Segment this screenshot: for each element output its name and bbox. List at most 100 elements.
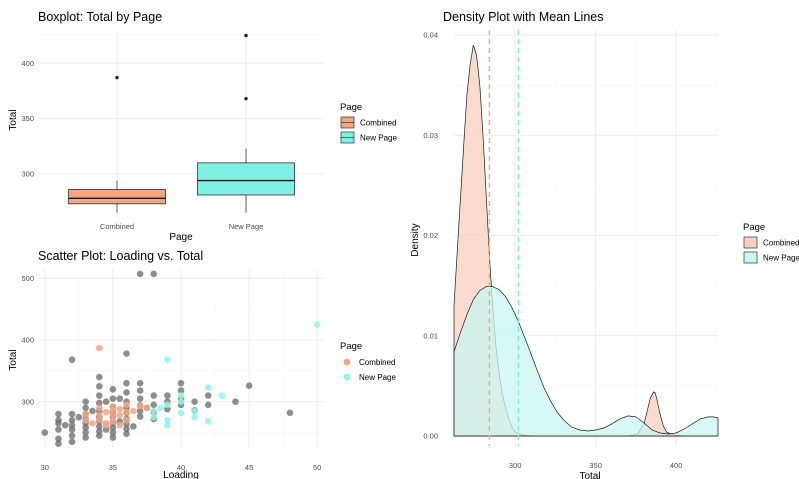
scatter-point bbox=[82, 424, 89, 431]
scatter-legend-key-combined bbox=[343, 358, 351, 366]
scatter-point bbox=[123, 408, 130, 416]
scatter-point bbox=[109, 413, 117, 420]
scatter-point bbox=[102, 408, 110, 416]
scatter-point bbox=[150, 407, 158, 415]
scatter-point bbox=[204, 384, 212, 391]
scatter-point bbox=[95, 411, 103, 419]
scatter-point bbox=[109, 424, 117, 431]
scatter-point bbox=[130, 407, 137, 415]
scatter-point bbox=[136, 413, 144, 420]
scatter-point bbox=[177, 379, 185, 387]
scatter-point bbox=[109, 386, 117, 393]
scatter-point bbox=[313, 321, 321, 328]
scatter-legend-title: Page bbox=[340, 341, 362, 352]
box-body bbox=[197, 162, 295, 196]
scatter-point bbox=[123, 389, 130, 396]
scatter-xtick-label: 35 bbox=[109, 463, 117, 472]
scatter-point bbox=[61, 421, 69, 429]
scatter-point bbox=[55, 416, 62, 424]
scatter-point bbox=[82, 410, 89, 418]
box-outlier bbox=[115, 75, 119, 80]
scatter-point bbox=[55, 410, 62, 418]
scatter-point bbox=[116, 411, 124, 419]
scatter-point bbox=[95, 399, 103, 407]
box-outlier bbox=[244, 33, 248, 38]
scatter-point bbox=[55, 440, 62, 447]
scatter-point bbox=[123, 379, 130, 387]
scatter-point bbox=[164, 416, 171, 424]
scatter-point bbox=[136, 395, 144, 402]
density-xtick-label: 400 bbox=[670, 461, 683, 470]
scatter-point bbox=[164, 421, 171, 429]
density-xtick-label: 350 bbox=[589, 461, 602, 470]
scatter-ytick-label: 400 bbox=[21, 336, 34, 345]
scatter-point bbox=[116, 395, 124, 402]
density-xtick-label: 300 bbox=[509, 461, 522, 470]
scatter-point bbox=[136, 402, 144, 410]
boxplot-ytick-label: 300 bbox=[21, 170, 34, 179]
density-legend-title: Page bbox=[743, 222, 765, 233]
scatter-point bbox=[136, 379, 144, 387]
boxplot-xtick-label: New Page bbox=[229, 222, 264, 231]
boxplot-legend-label-combined: Combined bbox=[360, 119, 396, 128]
scatter-point bbox=[95, 373, 103, 381]
scatter-point bbox=[109, 407, 117, 415]
scatter-point bbox=[136, 270, 144, 278]
scatter-legend-label-combined: Combined bbox=[359, 358, 395, 367]
scatter-point bbox=[95, 432, 103, 439]
density-legend-key-newpage bbox=[743, 251, 758, 264]
scatter-point bbox=[68, 410, 76, 418]
scatter-point bbox=[75, 413, 83, 421]
scatter-point bbox=[68, 438, 76, 446]
density-ytick-label: 0.00 bbox=[423, 432, 438, 441]
scatter-point bbox=[109, 429, 117, 436]
boxplot-panel: Boxplot: Total by Page 300 350 400 Combine… bbox=[8, 10, 397, 243]
scatter-point bbox=[82, 404, 89, 412]
box-body bbox=[68, 189, 166, 205]
scatter-point bbox=[177, 398, 185, 406]
scatter-point bbox=[164, 356, 171, 364]
scatter-xlabel: Loading bbox=[163, 470, 199, 479]
density-ytick-label: 0.03 bbox=[423, 131, 438, 140]
boxplot-ytick-label: 350 bbox=[21, 114, 34, 123]
density-legend-label-newpage: New Page bbox=[763, 254, 799, 263]
scatter-point bbox=[150, 401, 158, 409]
scatter-point bbox=[68, 416, 76, 424]
scatter-point bbox=[82, 429, 89, 436]
boxplot-legend-label-newpage: New Page bbox=[360, 134, 397, 143]
boxplot-legend-title: Page bbox=[340, 102, 362, 113]
scatter-ytick-label: 500 bbox=[21, 274, 34, 283]
density-legend-key-combined bbox=[743, 236, 758, 249]
scatter-point bbox=[123, 416, 130, 424]
scatter-title: Scatter Plot: Loading vs. Total bbox=[38, 249, 203, 263]
scatter-point bbox=[102, 398, 110, 406]
scatter-point bbox=[177, 387, 185, 394]
boxplot-title: Boxplot: Total by Page bbox=[38, 10, 162, 24]
scatter-point bbox=[82, 434, 89, 441]
scatter-point bbox=[116, 421, 124, 429]
scatter-point bbox=[109, 395, 117, 402]
scatter-point bbox=[109, 418, 117, 425]
scatter-xtick-label: 45 bbox=[245, 463, 253, 472]
box-new-page bbox=[197, 33, 295, 213]
scatter-legend-label-newpage: New Page bbox=[359, 373, 396, 382]
scatter-legend-key-newpage bbox=[343, 373, 351, 381]
scatter-xtick-label: 50 bbox=[313, 463, 321, 472]
scatter-point bbox=[109, 434, 117, 441]
scatter-point bbox=[95, 344, 103, 352]
scatter-point bbox=[286, 409, 294, 417]
scatter-point bbox=[89, 420, 96, 427]
boxplot-ylabel: Total bbox=[8, 109, 19, 130]
scatter-point bbox=[95, 423, 103, 430]
scatter-point bbox=[191, 407, 198, 415]
scatter-point bbox=[136, 407, 144, 415]
box-combined bbox=[68, 75, 166, 213]
scatter-point bbox=[123, 350, 130, 357]
scatter-point bbox=[95, 382, 103, 390]
scatter-point bbox=[41, 429, 49, 436]
scatter-point bbox=[89, 407, 96, 415]
density-title: Density Plot with Mean Lines bbox=[443, 10, 604, 24]
boxplot-legend: Page Combined New Page bbox=[340, 102, 397, 144]
scatter-point bbox=[102, 421, 110, 429]
